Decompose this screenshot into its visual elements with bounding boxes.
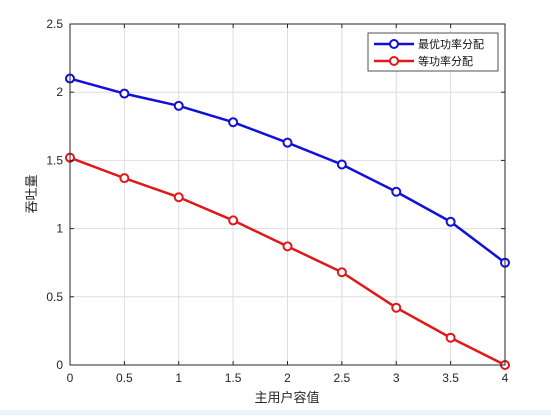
x-axis-title: 主用户容值 (254, 390, 319, 405)
data-point-optimal (445, 216, 456, 227)
y-tick-label: 2 (56, 85, 63, 99)
data-point-optimal (228, 117, 239, 128)
y-tick-label: 2.5 (46, 17, 63, 31)
data-point-equal (228, 215, 239, 226)
y-tick-label: 1.5 (46, 153, 63, 167)
data-point-equal (282, 241, 293, 252)
x-tick-label: 3.5 (442, 371, 459, 385)
x-tick-label: 4 (502, 371, 509, 385)
data-point-optimal (336, 159, 347, 170)
legend-marker-equal (389, 56, 399, 66)
y-tick-label: 0.5 (46, 290, 63, 304)
x-tick-label: 3 (393, 371, 400, 385)
series-layer (65, 73, 510, 370)
data-point-equal (119, 173, 130, 184)
data-point-optimal (119, 88, 130, 99)
data-point-optimal (173, 100, 184, 111)
data-point-equal (391, 302, 402, 313)
y-axis-title: 吞吐量 (24, 174, 39, 213)
x-tick-label: 1.5 (225, 371, 242, 385)
legend: 最优功率分配 等功率分配 (367, 32, 499, 72)
y-tick-label: 1 (56, 222, 63, 236)
x-tick-label: 0 (67, 371, 74, 385)
window-bottom-strip (0, 410, 551, 415)
data-point-equal (173, 192, 184, 203)
x-tick-label: 1 (175, 371, 182, 385)
legend-marker-optimal (389, 39, 399, 49)
x-tick-label: 2 (284, 371, 291, 385)
data-point-equal (445, 332, 456, 343)
data-point-optimal (391, 186, 402, 197)
x-tick-label: 0.5 (116, 371, 133, 385)
x-tick-label: 2.5 (334, 371, 351, 385)
y-tick-label: 0 (56, 358, 63, 372)
data-point-optimal (282, 137, 293, 148)
axis-ticks: 0 0.5 1 1.5 2 2.5 3 3.5 4 0 0.5 1 1.5 2 2.5 (46, 17, 508, 385)
data-point-equal (336, 267, 347, 278)
legend-box (367, 32, 499, 72)
legend-label-optimal: 最优功率分配 (418, 37, 484, 51)
legend-label-equal: 等功率分配 (418, 54, 473, 68)
